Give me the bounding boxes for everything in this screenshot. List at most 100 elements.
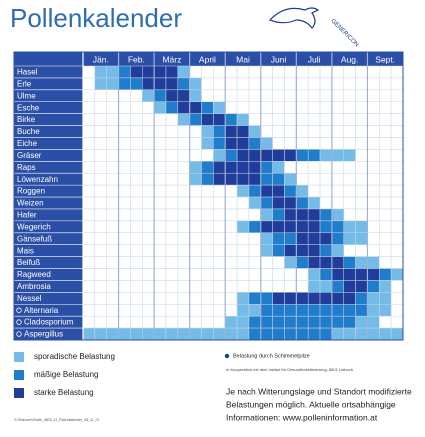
calendar-cell [343,220,356,234]
calendar-cell [272,137,285,150]
calendar-cell [224,161,238,174]
calendar-cell [213,101,226,114]
calendar-cell [319,220,333,234]
calendar-cell [106,304,119,317]
calendar-cell [331,232,344,245]
calendar-cell [355,256,368,269]
legend-swatch [14,370,24,380]
calendar-cell [177,315,190,329]
calendar-cell [224,101,238,114]
calendar-cell [177,244,190,257]
calendar-cell [260,161,273,174]
calendar-cell [367,196,380,210]
calendar-cell [390,77,404,91]
calendar-cell [319,292,333,305]
legend-label: sporadische Belastung [34,352,115,361]
calendar-cell [367,220,380,234]
logo-dolphin [268,7,320,29]
calendar-cell [343,77,356,91]
calendar-cell [94,149,107,162]
calendar-cell [106,113,119,126]
calendar-cell [153,232,167,245]
calendar-cell [224,327,238,341]
calendar-cell [118,304,131,317]
calendar-cell [130,292,143,305]
calendar-cell [165,304,179,317]
calendar-cell [319,280,333,293]
calendar-cell [307,65,321,79]
calendar-cell [307,137,321,150]
calendar-cell [260,113,273,126]
calendar-cell [153,89,167,102]
calendar-cell [130,65,143,79]
calendar-cell [94,304,107,317]
month-label: März [162,54,181,64]
calendar-cell [307,196,321,210]
title: Pollenkalender [10,3,182,33]
calendar-cell [379,280,392,293]
calendar-cell [296,65,309,79]
calendar-cell [130,89,143,102]
row-label: Erle [17,79,32,88]
mold-marker [16,331,22,337]
calendar-cell [236,280,250,293]
calendar-cell [189,149,202,162]
month-label: Aug. [341,54,359,64]
calendar-cell [118,101,131,114]
row-label: Ambrosia [17,282,51,291]
calendar-cell [331,304,344,317]
calendar-cell [307,220,321,234]
calendar-cell [343,327,356,341]
calendar-cell [106,101,119,114]
calendar-cell [296,77,309,91]
calendar-cell [355,137,368,150]
calendar-cell [331,172,344,186]
calendar-cell [165,184,179,198]
calendar-cell [296,137,309,150]
calendar-cell [142,89,155,102]
calendar-cell [189,113,202,126]
calendar-cell [177,208,190,222]
calendar-cell [307,89,321,102]
calendar-cell [355,184,368,198]
calendar-cell [379,232,392,245]
calendar-cell [82,65,96,79]
calendar-cell [379,196,392,210]
calendar-cell [213,280,226,293]
calendar-cell [248,113,262,126]
calendar-cell [177,280,190,293]
calendar-cell [379,327,392,341]
calendar-cell [367,327,380,341]
row-label: Cladosporium [24,318,74,327]
calendar-cell [118,184,131,198]
calendar-cell [284,101,297,114]
calendar-cell [177,220,190,234]
calendar-cell [343,125,356,138]
calendar-cell [153,268,167,281]
calendar-cell [343,244,356,257]
calendar-cell [153,292,167,305]
calendar-cell [165,161,179,174]
row-label: Nessel [17,294,42,303]
calendar-cell [307,232,321,245]
calendar-cell [94,208,107,222]
calendar-cell [201,161,214,174]
calendar-cell [390,137,404,150]
calendar-cell [319,65,333,79]
calendar-cell [260,208,273,222]
calendar-cell [296,304,309,317]
calendar-cell [236,89,250,102]
calendar-cell [343,184,356,198]
calendar-cell [343,101,356,114]
calendar-cell [130,208,143,222]
calendar-cell [319,137,333,150]
calendar-cell [165,208,179,222]
calendar-cell [165,280,179,293]
calendar-cell [284,172,297,186]
calendar-cell [248,137,262,150]
calendar-cell [165,315,179,329]
calendar-cell [307,315,321,329]
calendar-cell [224,220,238,234]
row-label: Birke [17,115,36,124]
